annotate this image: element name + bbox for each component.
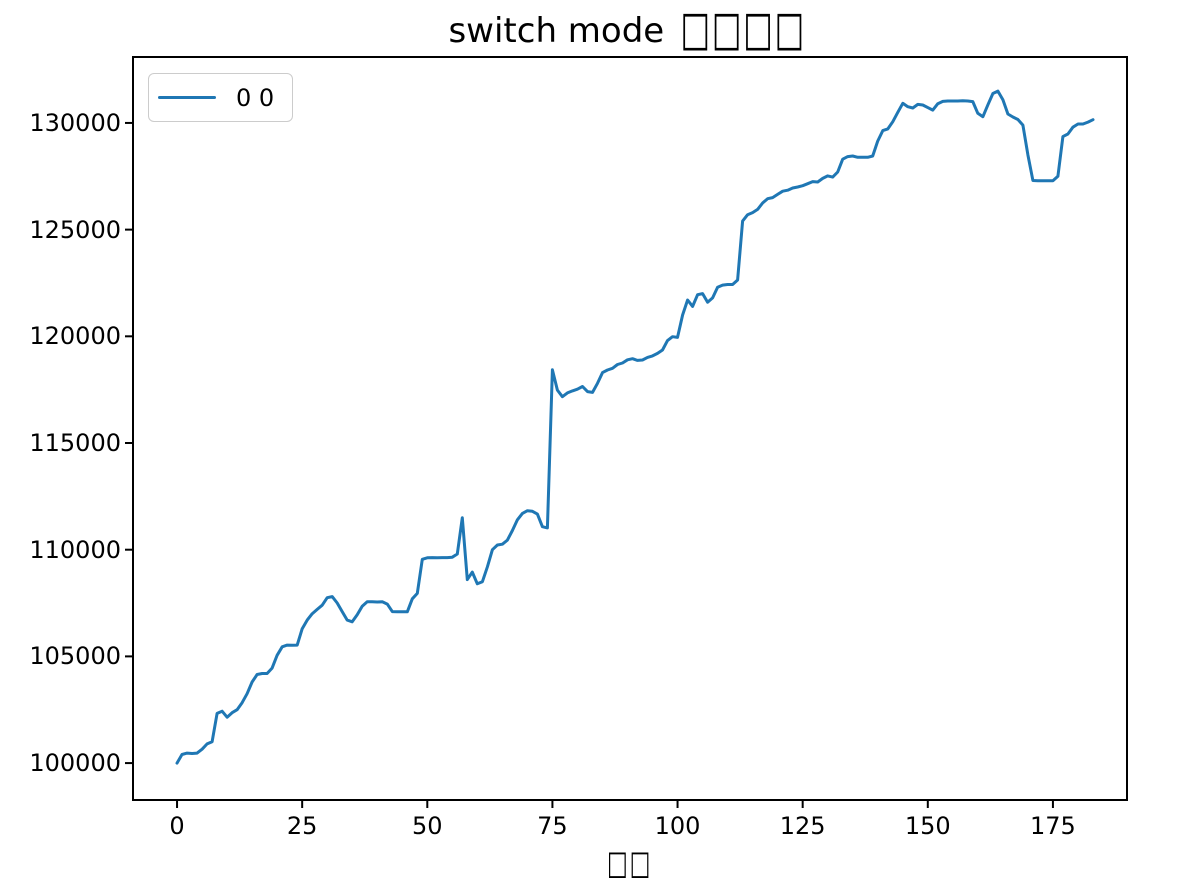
legend-label: 0 0 (236, 83, 275, 112)
series-line (175, 89, 1095, 765)
chart-title: switch mode □□□□ (133, 1, 1127, 57)
x-tick-label: 25 (286, 812, 318, 840)
x-tick-label: 175 (1030, 812, 1076, 840)
x-axis-label-missing-glyphs: □□ (607, 842, 653, 883)
x-tick-label: 75 (537, 812, 568, 840)
legend-line-sample (158, 95, 216, 100)
axes-spines (132, 56, 1128, 801)
legend: 0 0 (148, 73, 293, 122)
y-tick-label: 130000 (29, 108, 121, 137)
x-axis-label: □□ (133, 843, 1127, 889)
chart-title-missing-glyphs: □□□□ (680, 1, 807, 58)
x-tick-label: 100 (654, 812, 701, 840)
y-tick-label: 115000 (29, 429, 121, 457)
chart-title-text: switch mode (448, 11, 676, 51)
x-tick-label: 50 (412, 812, 443, 840)
x-tick-label: 0 (169, 812, 185, 840)
y-tick-label: 125000 (29, 215, 121, 244)
y-tick-label: 110000 (29, 535, 121, 564)
y-tick-label: 105000 (29, 642, 121, 671)
y-tick-label: 120000 (29, 322, 121, 351)
y-tick-label: 100000 (29, 749, 121, 778)
x-tick-label: 150 (904, 812, 951, 840)
x-tick-label: 125 (779, 812, 826, 840)
